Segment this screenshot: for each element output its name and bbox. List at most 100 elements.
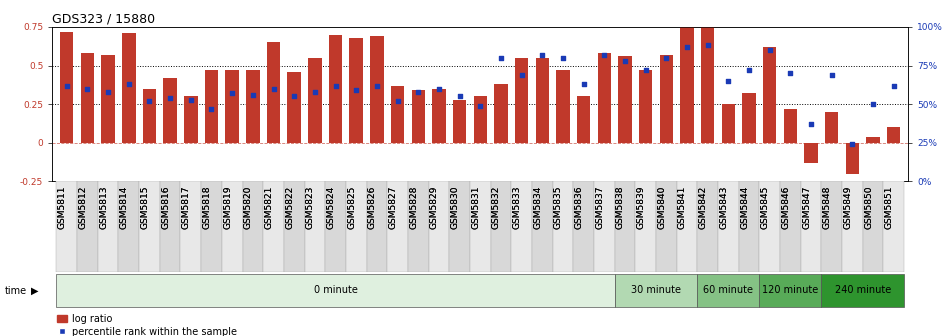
Text: GSM5834: GSM5834 [534,186,542,229]
Text: GSM5837: GSM5837 [595,186,604,229]
Text: GSM5841: GSM5841 [678,186,687,229]
Text: GSM5811: GSM5811 [58,186,67,229]
Text: GSM5839: GSM5839 [636,186,646,229]
Text: GSM5842: GSM5842 [699,186,708,229]
Point [514,72,529,78]
Text: GDS323 / 15880: GDS323 / 15880 [52,13,155,26]
Bar [453,99,466,143]
Bar [184,96,198,143]
Text: GSM5824: GSM5824 [326,186,336,229]
Bar [614,274,697,307]
Bar [222,181,243,272]
Text: GSM5819: GSM5819 [223,186,232,229]
Bar [614,181,635,272]
Bar [243,181,263,272]
Text: GSM5841: GSM5841 [678,186,687,229]
Bar [346,181,366,272]
Bar [429,181,449,272]
Bar [246,70,260,143]
Text: GSM5830: GSM5830 [451,186,459,229]
Text: GSM5817: GSM5817 [182,186,191,229]
Bar [77,181,98,272]
Point [224,91,240,96]
Text: GSM5824: GSM5824 [326,186,336,229]
Bar [329,35,342,143]
Bar [474,96,487,143]
Bar [287,72,301,143]
Bar [618,56,631,143]
Text: GSM5813: GSM5813 [99,186,108,229]
Text: GSM5812: GSM5812 [78,186,87,229]
Point [679,44,694,50]
Bar [164,78,177,143]
Text: GSM5813: GSM5813 [99,186,108,229]
Bar [56,274,614,307]
Text: GSM5834: GSM5834 [534,186,542,229]
Point [886,83,902,88]
Text: GSM5842: GSM5842 [699,186,708,229]
Text: 240 minute: 240 minute [835,285,891,295]
Bar [656,181,677,272]
Text: GSM5818: GSM5818 [203,186,211,229]
Text: GSM5821: GSM5821 [264,186,274,229]
Bar [366,181,387,272]
Bar [304,181,325,272]
Text: GSM5821: GSM5821 [264,186,274,229]
Text: GSM5847: GSM5847 [802,186,811,229]
Text: GSM5851: GSM5851 [884,186,894,229]
Text: GSM5827: GSM5827 [389,186,398,229]
Text: ▶: ▶ [31,286,39,296]
Bar [660,55,673,143]
Bar [801,181,822,272]
Bar [763,47,776,143]
Point [494,55,509,60]
Text: GSM5849: GSM5849 [844,186,852,229]
Point [59,83,74,88]
Bar [845,143,859,174]
Text: GSM5838: GSM5838 [616,186,625,229]
Point [286,94,301,99]
Text: GSM5816: GSM5816 [161,186,170,229]
Bar [635,181,656,272]
Bar [160,181,181,272]
Bar [283,181,304,272]
Point [80,86,95,91]
Text: GSM5815: GSM5815 [141,186,149,229]
Bar [202,181,222,272]
Point [473,103,488,109]
Text: GSM5820: GSM5820 [243,186,253,229]
Point [576,81,592,87]
Bar [408,181,429,272]
Text: GSM5817: GSM5817 [182,186,191,229]
Text: GSM5840: GSM5840 [657,186,667,229]
Bar [780,181,801,272]
Point [804,122,819,127]
Bar [308,58,321,143]
Text: GSM5831: GSM5831 [472,186,480,229]
Text: GSM5848: GSM5848 [823,186,832,229]
Point [307,89,322,94]
Bar [553,181,573,272]
Text: GSM5851: GSM5851 [884,186,894,229]
Point [783,71,798,76]
Bar [370,36,383,143]
Bar [60,32,73,143]
Bar [122,33,135,143]
Bar [514,58,529,143]
Bar [805,143,818,163]
Text: GSM5836: GSM5836 [574,186,584,229]
Point [163,95,178,101]
Point [865,101,881,107]
Text: 120 minute: 120 minute [763,285,819,295]
Point [742,68,757,73]
Bar [842,181,863,272]
Point [659,55,674,60]
Bar [677,181,697,272]
Text: GSM5836: GSM5836 [574,186,584,229]
Point [349,88,364,93]
Bar [759,274,822,307]
Bar [594,181,614,272]
Point [617,58,632,64]
Text: GSM5850: GSM5850 [864,186,873,229]
Point [328,83,343,88]
